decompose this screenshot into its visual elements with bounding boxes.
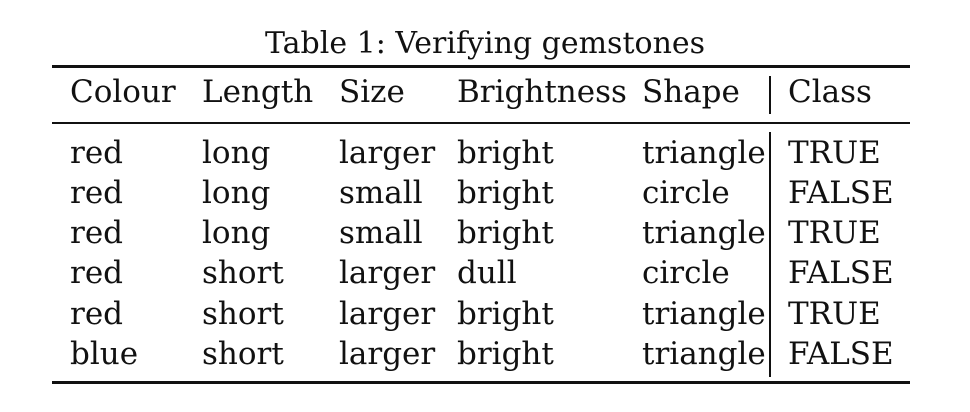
- cell-colour: red: [70, 175, 124, 211]
- cell-class: TRUE: [788, 215, 881, 251]
- bottom-rule: [52, 381, 910, 384]
- cell-shape: triangle: [642, 336, 766, 372]
- cell-length: long: [202, 135, 271, 171]
- cell-size: larger: [339, 336, 436, 372]
- body-column-separator: [769, 132, 771, 377]
- cell-class: TRUE: [788, 296, 881, 332]
- cell-brightness: dull: [457, 255, 517, 291]
- table-caption: Table 1: Verifying gemstones: [264, 26, 706, 61]
- header-length: Length: [202, 74, 314, 110]
- cell-length: short: [202, 296, 284, 332]
- header-brightness: Brightness: [457, 74, 627, 110]
- cell-colour: red: [70, 215, 124, 251]
- cell-shape: circle: [642, 255, 730, 291]
- cell-length: long: [202, 175, 271, 211]
- cell-brightness: bright: [457, 336, 554, 372]
- cell-colour: red: [70, 135, 124, 171]
- cell-colour: red: [70, 296, 124, 332]
- cell-class: TRUE: [788, 135, 881, 171]
- cell-size: larger: [339, 255, 436, 291]
- cell-class: FALSE: [788, 255, 894, 291]
- cell-shape: triangle: [642, 135, 766, 171]
- cell-size: small: [339, 215, 423, 251]
- cell-size: small: [339, 175, 423, 211]
- cell-shape: triangle: [642, 215, 766, 251]
- top-rule: [52, 65, 910, 68]
- cell-size: larger: [339, 296, 436, 332]
- cell-length: short: [202, 336, 284, 372]
- cell-shape: circle: [642, 175, 730, 211]
- cell-brightness: bright: [457, 296, 554, 332]
- cell-class: FALSE: [788, 175, 894, 211]
- cell-length: short: [202, 255, 284, 291]
- header-size: Size: [339, 74, 405, 110]
- header-rule: [52, 122, 910, 124]
- cell-class: FALSE: [788, 336, 894, 372]
- cell-length: long: [202, 215, 271, 251]
- cell-colour: red: [70, 255, 124, 291]
- cell-shape: triangle: [642, 296, 766, 332]
- header-colour: Colour: [70, 74, 176, 110]
- cell-brightness: bright: [457, 175, 554, 211]
- cell-colour: blue: [70, 336, 139, 372]
- cell-brightness: bright: [457, 135, 554, 171]
- header-class: Class: [788, 74, 872, 110]
- header-shape: Shape: [642, 74, 740, 110]
- header-column-separator: [769, 76, 771, 114]
- cell-size: larger: [339, 135, 436, 171]
- cell-brightness: bright: [457, 215, 554, 251]
